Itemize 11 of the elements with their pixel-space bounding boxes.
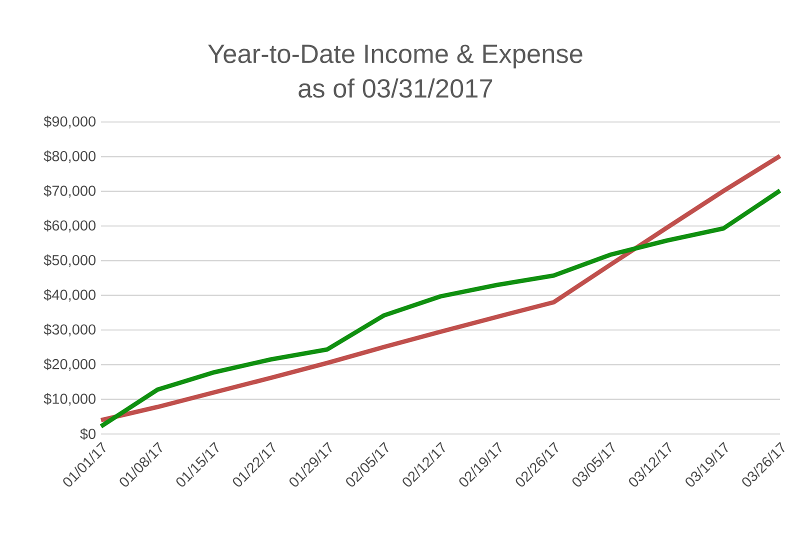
y-tick-label: $30,000: [44, 324, 96, 336]
y-tick-label: $40,000: [44, 289, 96, 302]
chart-title: Year-to-Date Income & Expense as of 03/31/2017: [208, 44, 582, 98]
y-tick-label: $60,000: [44, 220, 96, 232]
y-tick-label: $80,000: [44, 150, 96, 163]
y-tick-label: $20,000: [44, 358, 96, 371]
y-tick-label: $50,000: [44, 254, 96, 267]
y-tick-label: $70,000: [44, 185, 96, 198]
y-tick-label: $0: [80, 428, 96, 440]
y-tick-label: $90,000: [44, 116, 96, 128]
y-tick-label: $10,000: [44, 393, 96, 406]
